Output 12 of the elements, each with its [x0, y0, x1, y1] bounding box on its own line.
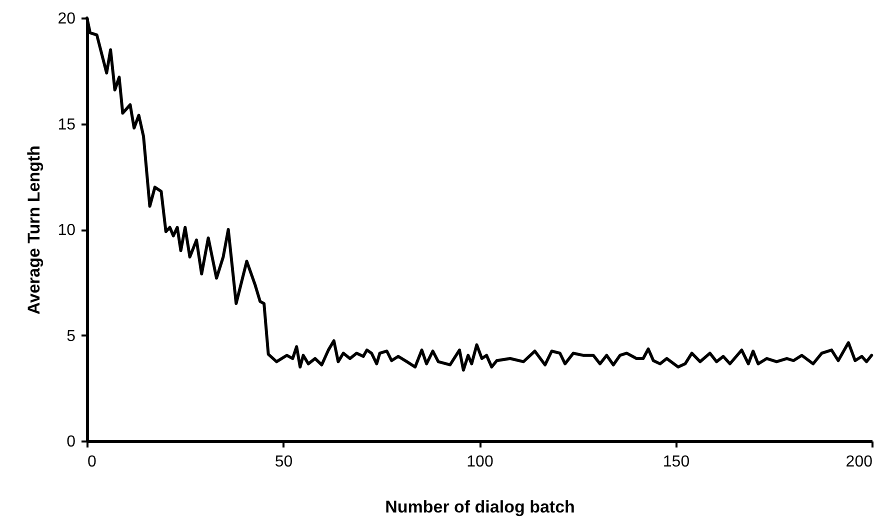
y-tick-label: 15: [58, 116, 76, 134]
y-axis-title: Average Turn Length: [24, 145, 44, 315]
x-tick-label: 150: [662, 454, 690, 470]
y-tick-label: 10: [58, 222, 76, 239]
x-tick-label: 100: [466, 454, 494, 470]
y-tick-label: 20: [58, 10, 76, 28]
x-tick-label: 0: [88, 454, 96, 470]
y-tick-label: 0: [66, 434, 76, 450]
x-tick-label: 50: [274, 454, 293, 470]
x-axis-title: Number of dialog batch: [385, 498, 575, 516]
y-tick-label: 5: [66, 328, 76, 345]
x-tick-label: 200: [846, 454, 873, 470]
